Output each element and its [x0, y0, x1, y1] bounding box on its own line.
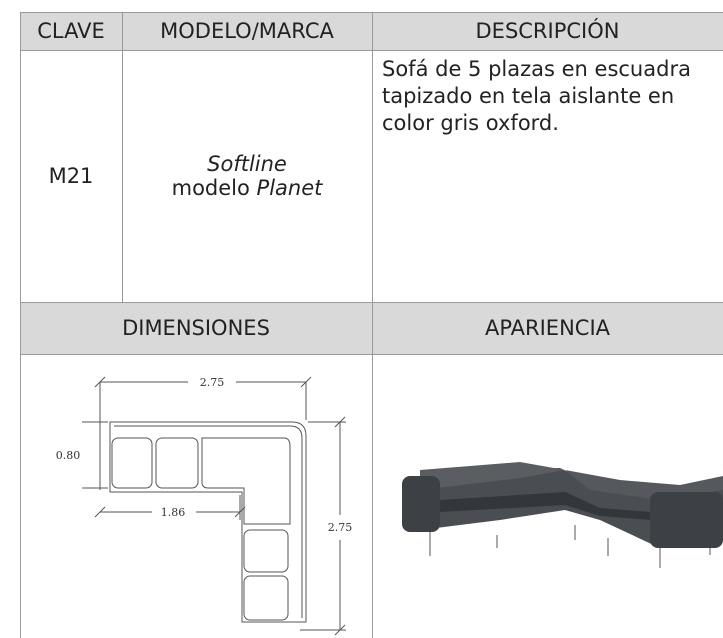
dim-label: 0.80: [56, 449, 81, 462]
header-text: APARIENCIA: [484, 316, 611, 340]
rule: [122, 12, 123, 302]
description-cell: Sofá de 5 plazas en escuadra tapizado en…: [372, 50, 723, 302]
rule: [20, 12, 723, 13]
description: Sofá de 5 plazas en escuadra tapizado en…: [382, 57, 691, 135]
header-modelo: MODELO/MARCA: [122, 12, 372, 50]
header-dimensiones: DIMENSIONES: [20, 302, 372, 354]
dim-label: 2.75: [200, 376, 225, 389]
header-clave: CLAVE: [20, 12, 122, 50]
dim-label: 2.75: [328, 521, 353, 534]
header-apariencia: APARIENCIA: [372, 302, 723, 354]
clave-cell: M21: [20, 50, 122, 302]
header-text: CLAVE: [37, 19, 105, 43]
rule: [20, 12, 21, 638]
dim-label: 1.86: [161, 506, 186, 519]
rule: [20, 354, 723, 355]
sofa-photo: [402, 462, 723, 568]
header-text: DESCRIPCIÓN: [475, 19, 620, 43]
rule: [20, 302, 723, 303]
header-text: DIMENSIONES: [122, 316, 270, 340]
header-text: MODELO/MARCA: [160, 19, 334, 43]
model-prefix: modelo: [171, 176, 250, 200]
header-descripcion: DESCRIPCIÓN: [372, 12, 723, 50]
model-name: Planet: [256, 176, 323, 200]
rule: [20, 50, 723, 51]
brand: Softline: [207, 152, 287, 176]
model-cell: Softline modelo Planet: [122, 50, 372, 302]
rule: [372, 12, 373, 638]
floor-plan: [82, 376, 346, 636]
model-line: modelo Planet: [172, 176, 323, 200]
clave: M21: [48, 164, 94, 188]
